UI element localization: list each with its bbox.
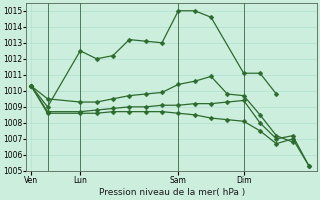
X-axis label: Pression niveau de la mer( hPa ): Pression niveau de la mer( hPa ) xyxy=(99,188,245,197)
